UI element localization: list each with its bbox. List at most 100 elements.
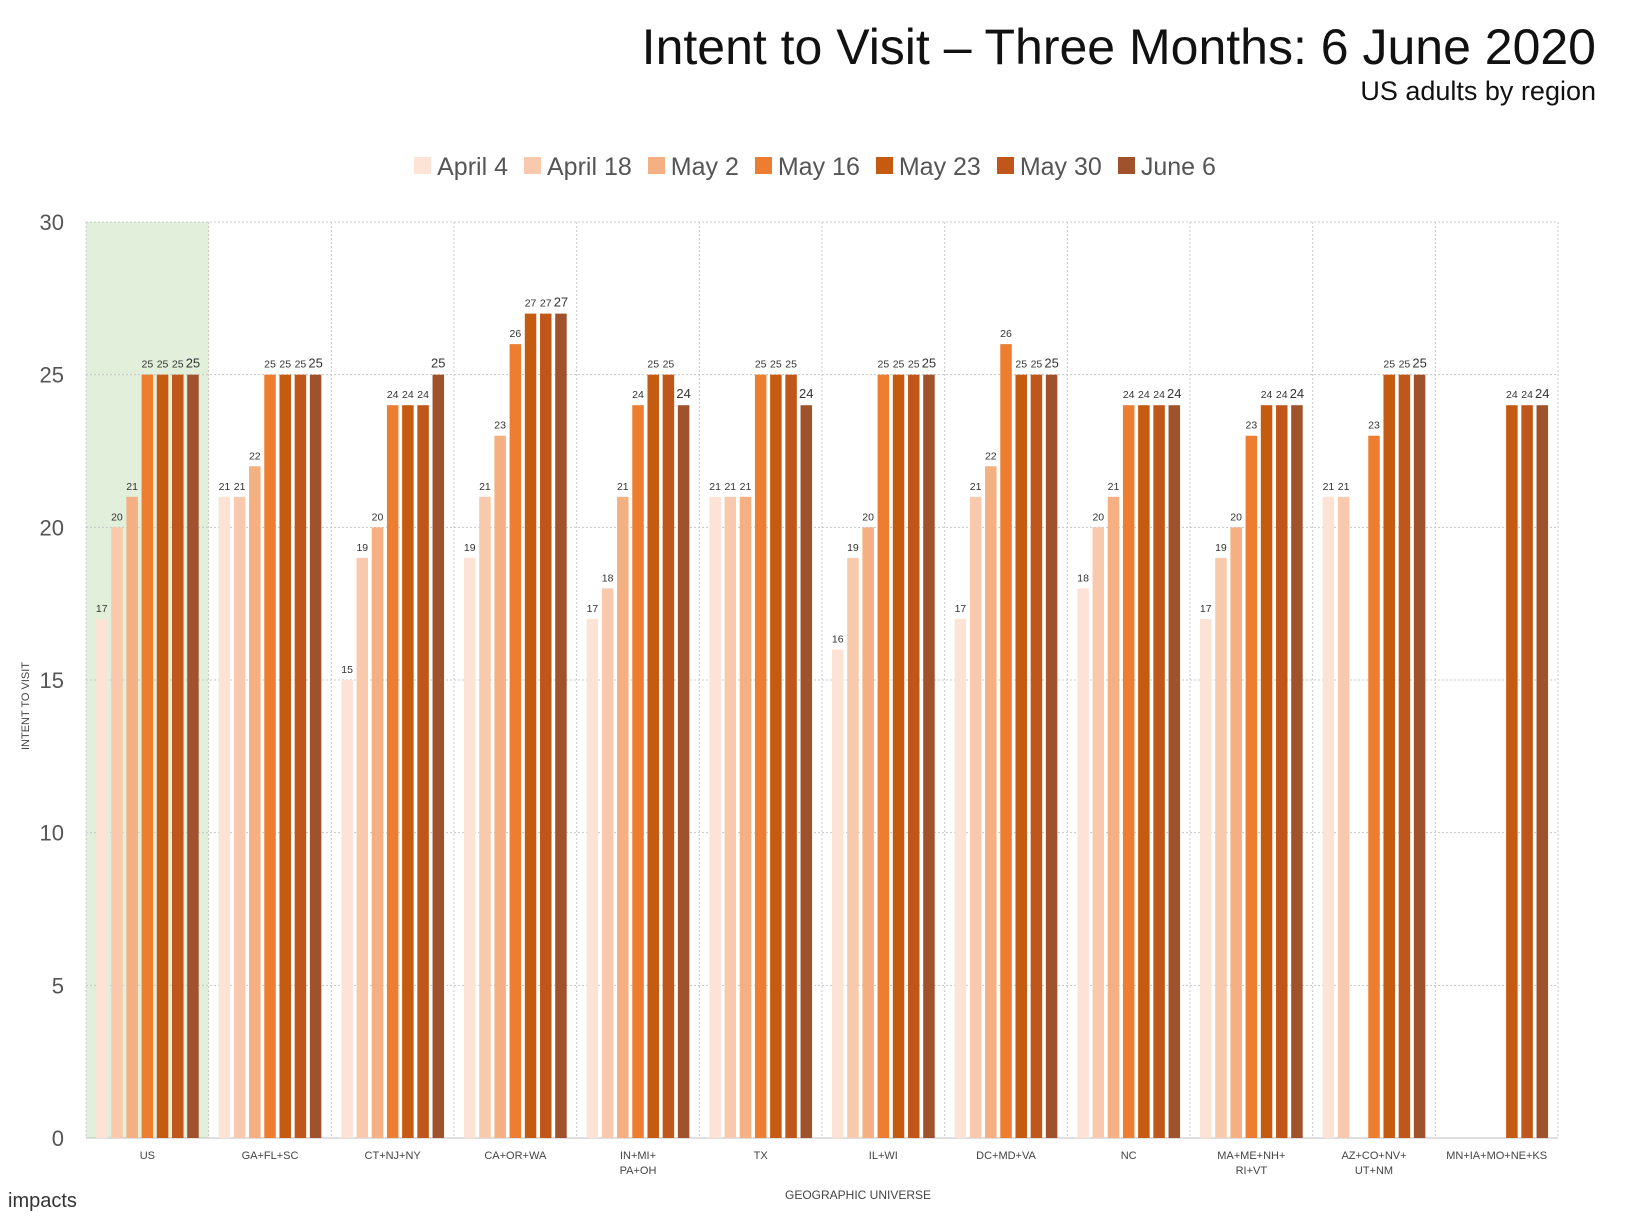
bar	[908, 374, 920, 1139]
data-label: 15	[341, 664, 353, 676]
bar	[126, 496, 138, 1138]
legend-item: May 23	[875, 152, 981, 182]
data-label: 24	[1521, 389, 1533, 401]
data-label: 24	[1123, 389, 1135, 401]
data-label: 25	[279, 359, 291, 371]
bar	[233, 496, 246, 1138]
bar	[662, 374, 675, 1139]
data-label: 20	[1092, 511, 1104, 523]
data-label: 21	[709, 481, 721, 493]
data-label: 24	[1153, 389, 1165, 401]
bar	[601, 588, 614, 1138]
legend-swatch	[414, 156, 432, 174]
x-tick-label: UT+NM	[1355, 1165, 1393, 1177]
bar	[141, 374, 154, 1139]
bar	[1138, 405, 1150, 1138]
data-label: 25	[785, 359, 797, 371]
data-label: 22	[985, 450, 997, 462]
data-label: 25	[878, 359, 890, 371]
bar	[509, 344, 522, 1139]
data-label: 23	[494, 420, 506, 432]
bar	[218, 496, 231, 1138]
data-label: 19	[464, 542, 476, 554]
legend-label: June 6	[1140, 152, 1216, 181]
data-label: 24	[402, 389, 414, 401]
bar	[294, 374, 307, 1139]
bar	[1015, 374, 1027, 1139]
bar	[156, 374, 169, 1139]
legend-item: June 6	[1117, 152, 1216, 182]
data-label: 19	[356, 542, 368, 554]
data-label: 21	[1323, 481, 1335, 493]
bar	[309, 374, 322, 1139]
legend-item: May 2	[647, 152, 739, 182]
bar	[1153, 405, 1165, 1138]
bar	[96, 618, 108, 1138]
legend-swatch	[524, 156, 541, 174]
data-label: 21	[740, 481, 752, 493]
bar	[524, 313, 537, 1139]
y-tick-label: 10	[40, 821, 64, 846]
bar	[417, 405, 429, 1138]
x-tick-label: IL+WI	[869, 1150, 898, 1162]
data-label: 24	[1261, 389, 1273, 401]
bar	[187, 374, 199, 1139]
x-tick-label: US	[140, 1150, 155, 1162]
bar	[785, 374, 797, 1139]
data-label: 25	[647, 359, 659, 371]
legend-item: May 16	[754, 152, 860, 182]
bar	[847, 557, 859, 1138]
data-label: 25	[770, 359, 782, 371]
data-label: 24	[417, 389, 429, 401]
y-tick-label: 30	[40, 210, 64, 235]
data-label: 21	[1338, 481, 1350, 493]
data-label: 27	[525, 298, 537, 310]
bar	[754, 374, 767, 1139]
bar	[1030, 374, 1043, 1139]
data-label: 25	[1015, 359, 1027, 371]
data-label: 17	[96, 603, 108, 615]
y-tick-label: 15	[40, 668, 64, 693]
y-tick-label: 5	[52, 973, 64, 998]
x-tick-label: IN+MI+	[620, 1150, 656, 1162]
bar	[1291, 405, 1303, 1138]
bar	[1230, 527, 1242, 1138]
bar	[800, 405, 813, 1138]
bar	[479, 496, 491, 1138]
bar	[172, 374, 184, 1139]
data-label: 25	[157, 359, 169, 371]
legend-swatch	[647, 156, 665, 174]
bar	[739, 496, 752, 1138]
bar	[770, 374, 782, 1139]
data-label: 23	[1246, 420, 1258, 432]
bar	[1337, 496, 1350, 1138]
data-label: 17	[1200, 603, 1212, 615]
data-label: 25	[1399, 359, 1411, 371]
bar	[1215, 557, 1227, 1138]
x-tick-label: MN+IA+MO+NE+KS	[1446, 1150, 1547, 1162]
x-tick-label: CT+NJ+NY	[365, 1150, 422, 1162]
data-label: 21	[617, 481, 629, 493]
data-label: 24	[1138, 389, 1150, 401]
bar	[647, 374, 659, 1139]
bar	[877, 374, 890, 1139]
data-label: 21	[126, 481, 138, 493]
bar	[111, 527, 123, 1138]
data-label: 24	[632, 389, 644, 401]
bar	[832, 649, 844, 1138]
bar	[1168, 405, 1181, 1138]
data-label: 25	[186, 356, 200, 371]
data-label: 25	[908, 359, 920, 371]
legend-label: May 23	[898, 152, 981, 181]
data-label: 24	[1290, 386, 1304, 401]
y-tick-label: 0	[52, 1126, 64, 1151]
bar	[1200, 618, 1212, 1138]
bar	[1000, 344, 1012, 1139]
legend-swatch	[875, 156, 893, 174]
bar	[264, 374, 276, 1139]
data-label: 19	[1215, 542, 1227, 554]
bar	[632, 405, 644, 1138]
bar	[1322, 496, 1335, 1138]
data-label: 21	[970, 481, 982, 493]
